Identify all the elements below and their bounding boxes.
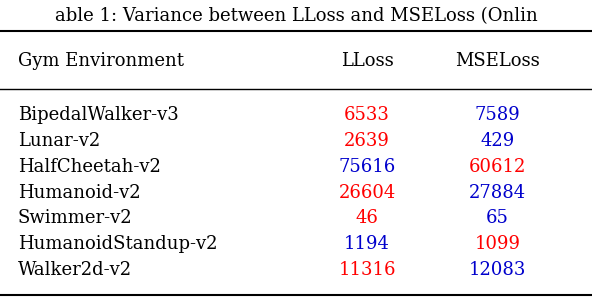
Text: 6533: 6533 — [344, 106, 390, 124]
Text: 65: 65 — [486, 209, 509, 227]
Text: Swimmer-v2: Swimmer-v2 — [18, 209, 133, 227]
Text: 2639: 2639 — [344, 132, 390, 150]
Text: Gym Environment: Gym Environment — [18, 52, 184, 70]
Text: 1194: 1194 — [344, 235, 390, 253]
Text: 60612: 60612 — [469, 158, 526, 176]
Text: Humanoid-v2: Humanoid-v2 — [18, 184, 140, 201]
Text: MSELoss: MSELoss — [455, 52, 540, 70]
Text: 46: 46 — [356, 209, 378, 227]
Text: 27884: 27884 — [469, 184, 526, 201]
Text: 26604: 26604 — [339, 184, 395, 201]
Text: 75616: 75616 — [339, 158, 395, 176]
Text: 12083: 12083 — [469, 261, 526, 279]
Text: able 1: Variance between LLoss and MSELoss (Onlin: able 1: Variance between LLoss and MSELo… — [54, 7, 538, 25]
Text: HalfCheetah-v2: HalfCheetah-v2 — [18, 158, 160, 176]
Text: BipedalWalker-v3: BipedalWalker-v3 — [18, 106, 179, 124]
Text: 1099: 1099 — [474, 235, 520, 253]
Text: 7589: 7589 — [474, 106, 520, 124]
Text: 429: 429 — [480, 132, 514, 150]
Text: 11316: 11316 — [338, 261, 396, 279]
Text: HumanoidStandup-v2: HumanoidStandup-v2 — [18, 235, 217, 253]
Text: Walker2d-v2: Walker2d-v2 — [18, 261, 132, 279]
Text: Lunar-v2: Lunar-v2 — [18, 132, 100, 150]
Text: LLoss: LLoss — [340, 52, 394, 70]
